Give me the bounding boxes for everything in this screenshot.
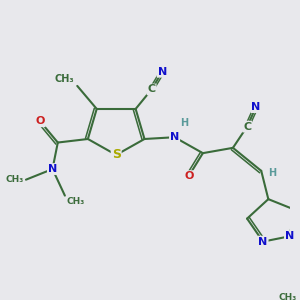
Text: N: N bbox=[285, 231, 294, 241]
Text: S: S bbox=[112, 148, 121, 161]
Text: H: H bbox=[180, 118, 188, 128]
Text: N: N bbox=[251, 102, 261, 112]
Text: CH₃: CH₃ bbox=[67, 197, 85, 206]
Text: CH₃: CH₃ bbox=[279, 293, 297, 300]
Text: N: N bbox=[258, 237, 268, 247]
Text: C: C bbox=[243, 122, 251, 132]
Text: N: N bbox=[158, 67, 167, 77]
Text: C: C bbox=[148, 85, 156, 94]
Text: H: H bbox=[268, 168, 276, 178]
Text: O: O bbox=[35, 116, 45, 126]
Text: N: N bbox=[170, 132, 179, 142]
Text: CH₃: CH₃ bbox=[55, 74, 74, 84]
Text: CH₃: CH₃ bbox=[6, 175, 24, 184]
Text: N: N bbox=[48, 164, 57, 174]
Text: O: O bbox=[184, 171, 194, 181]
